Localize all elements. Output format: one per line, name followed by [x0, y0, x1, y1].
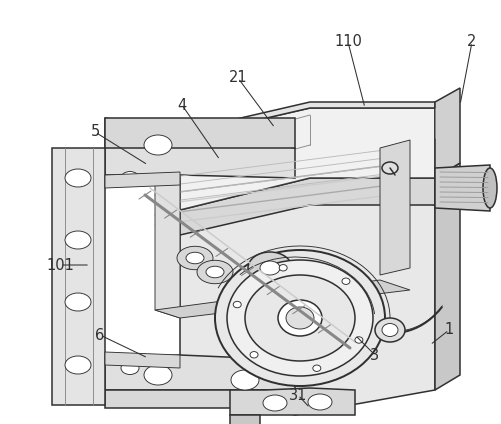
Ellipse shape	[121, 171, 139, 184]
Text: 5: 5	[90, 125, 100, 139]
Ellipse shape	[144, 365, 172, 385]
Polygon shape	[230, 388, 355, 415]
Ellipse shape	[65, 293, 91, 311]
Ellipse shape	[308, 394, 332, 410]
Ellipse shape	[382, 162, 398, 174]
Text: 21: 21	[228, 70, 247, 86]
Polygon shape	[230, 415, 260, 424]
Text: 3: 3	[370, 348, 380, 363]
Text: 6: 6	[95, 327, 105, 343]
Polygon shape	[105, 390, 295, 408]
Polygon shape	[155, 175, 180, 318]
Ellipse shape	[233, 301, 241, 308]
Ellipse shape	[144, 135, 172, 155]
Ellipse shape	[375, 318, 405, 342]
Ellipse shape	[483, 168, 497, 208]
Ellipse shape	[313, 365, 321, 371]
Ellipse shape	[206, 266, 224, 278]
Ellipse shape	[250, 351, 258, 358]
Ellipse shape	[279, 265, 287, 271]
Ellipse shape	[65, 231, 91, 249]
Ellipse shape	[65, 356, 91, 374]
Ellipse shape	[286, 307, 314, 329]
Ellipse shape	[260, 261, 280, 275]
Polygon shape	[435, 165, 490, 211]
Ellipse shape	[227, 260, 373, 376]
Polygon shape	[380, 140, 410, 275]
Polygon shape	[180, 178, 435, 235]
Text: 4: 4	[177, 98, 187, 112]
Ellipse shape	[197, 260, 233, 284]
Ellipse shape	[248, 252, 292, 284]
Polygon shape	[180, 102, 435, 138]
Polygon shape	[52, 148, 105, 405]
Polygon shape	[105, 352, 180, 368]
Text: 31: 31	[289, 388, 307, 402]
Polygon shape	[155, 280, 410, 318]
Ellipse shape	[355, 337, 363, 343]
Polygon shape	[180, 108, 435, 210]
Polygon shape	[180, 178, 435, 415]
Ellipse shape	[231, 370, 259, 390]
Ellipse shape	[65, 169, 91, 187]
Ellipse shape	[245, 275, 355, 361]
Ellipse shape	[215, 250, 385, 386]
Polygon shape	[105, 355, 295, 390]
Ellipse shape	[278, 300, 322, 336]
Polygon shape	[105, 118, 295, 148]
Polygon shape	[435, 88, 460, 178]
Polygon shape	[105, 118, 295, 178]
Text: 1: 1	[444, 323, 453, 338]
Ellipse shape	[382, 324, 398, 337]
Ellipse shape	[186, 252, 204, 264]
Ellipse shape	[121, 362, 139, 374]
Text: 2: 2	[467, 34, 476, 50]
Text: 101: 101	[46, 257, 74, 273]
Ellipse shape	[263, 395, 287, 411]
Text: 110: 110	[334, 34, 362, 50]
Polygon shape	[435, 163, 460, 390]
Ellipse shape	[342, 278, 350, 285]
Ellipse shape	[177, 246, 213, 270]
Polygon shape	[105, 172, 180, 188]
